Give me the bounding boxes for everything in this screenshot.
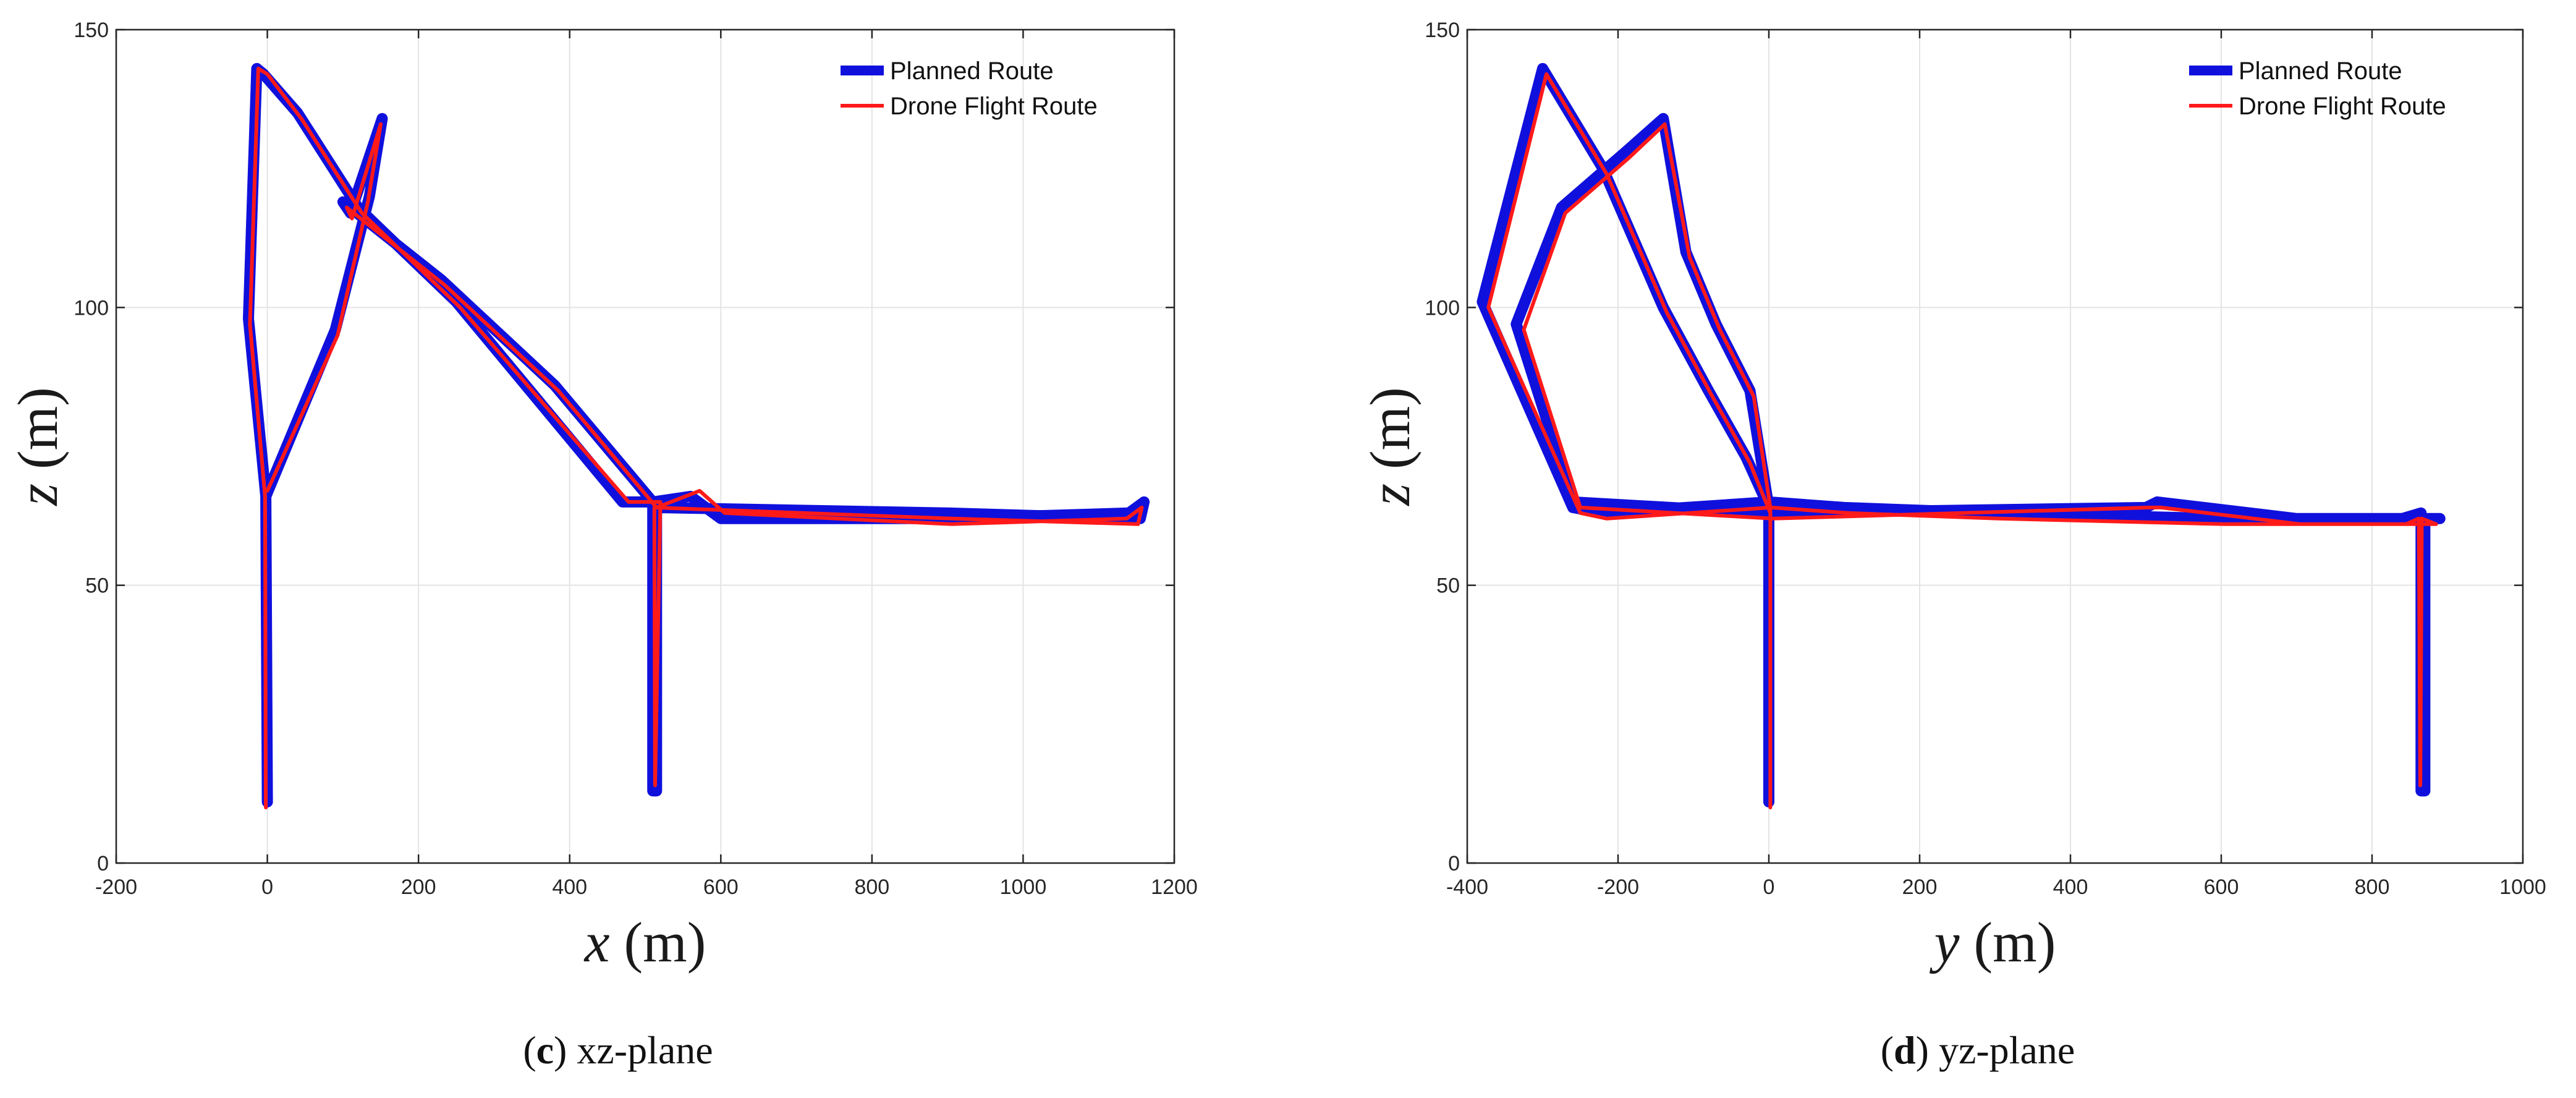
y-tick-label: 0 xyxy=(1448,852,1460,875)
x-tick-label: 200 xyxy=(1902,875,1938,899)
series-line-planned-route-yz xyxy=(1477,62,2446,808)
y-tick-label: 100 xyxy=(1425,296,1460,320)
legend-yz: Planned Route Drone Flight Route xyxy=(2189,57,2446,120)
y-tick-label: 50 xyxy=(1436,574,1460,598)
legend-label-planned-route: Planned Route xyxy=(890,57,1054,85)
x-tick-label: -200 xyxy=(95,875,137,899)
series-line-drone-flight-route-yz xyxy=(1486,72,2438,810)
series-xz xyxy=(243,62,1150,810)
series-line-planned-route-xz xyxy=(243,62,1150,808)
series-line-drone-flight-route-xz xyxy=(248,66,1144,810)
y-tick-label: 150 xyxy=(1425,19,1460,42)
panel-yz-plane: -400 -200 0 200 400 600 800 1000 0 50 100 150 Plann… xyxy=(1358,19,2546,1072)
grid-xz xyxy=(116,29,1175,864)
plot-frame-xz xyxy=(115,28,1176,864)
plot-frame-yz xyxy=(1466,28,2524,864)
x-tick-label: -400 xyxy=(1446,875,1488,899)
x-tick-label: 600 xyxy=(2204,875,2239,899)
x-tick-label: 0 xyxy=(1763,875,1775,899)
x-tick-label: 600 xyxy=(703,875,739,899)
legend-label-drone-flight-route: Drone Flight Route xyxy=(890,93,1098,120)
caption-c: (c) xz-plane xyxy=(523,1028,713,1072)
x-tick-label: -200 xyxy=(1597,875,1639,899)
x-tick-label: 800 xyxy=(854,875,889,899)
x-tick-label: 1000 xyxy=(2499,875,2546,899)
x-tick-label: 0 xyxy=(261,875,273,899)
y-tick-label: 150 xyxy=(74,19,109,42)
y-tick-label: 0 xyxy=(97,852,109,875)
x-axis-label-yz: y (m) xyxy=(1930,911,2056,974)
x-tick-label: 1000 xyxy=(1000,875,1047,899)
caption-d: (d) yz-plane xyxy=(1881,1028,2075,1072)
y-axis-label-yz: z (m) xyxy=(1358,387,1421,507)
x-tick-label: 1200 xyxy=(1151,875,1198,899)
x-tick-label: 400 xyxy=(552,875,587,899)
ticks-yz: -400 -200 0 200 400 600 800 1000 0 50 100 150 xyxy=(1425,19,2546,899)
x-axis-label-xz: x (m) xyxy=(583,911,706,974)
x-tick-label: 200 xyxy=(401,875,436,899)
y-axis-label-xz: z (m) xyxy=(6,387,69,507)
y-tick-label: 100 xyxy=(74,296,109,320)
x-tick-label: 400 xyxy=(2053,875,2088,899)
series-yz xyxy=(1477,62,2446,810)
legend-xz: Planned Route Drone Flight Route xyxy=(841,57,1098,120)
legend-label-planned-route: Planned Route xyxy=(2239,57,2402,85)
legend-label-drone-flight-route: Drone Flight Route xyxy=(2239,93,2446,120)
y-tick-label: 50 xyxy=(85,574,109,598)
x-tick-label: 800 xyxy=(2355,875,2390,899)
